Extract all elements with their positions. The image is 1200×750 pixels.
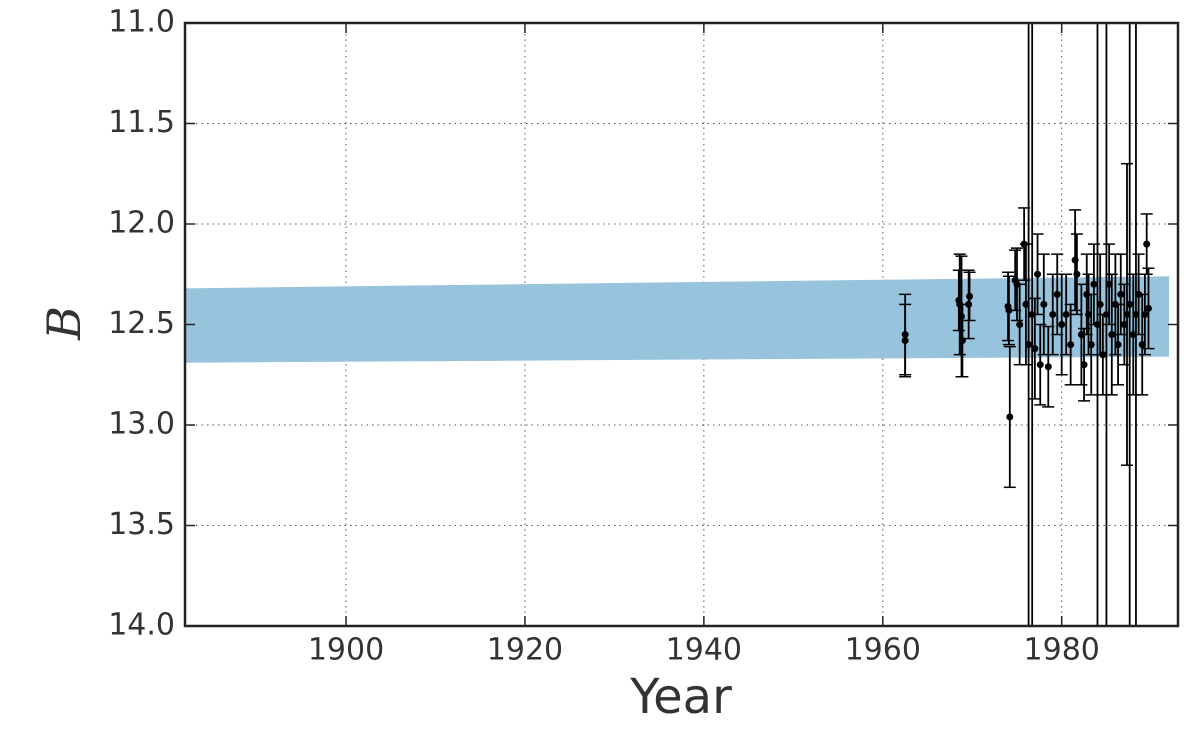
- y-tick-label: 12.5: [108, 306, 175, 341]
- data-point: [1102, 310, 1110, 318]
- data-point: [1040, 300, 1048, 308]
- data-point: [966, 292, 974, 300]
- data-point: [1006, 413, 1014, 421]
- data-point: [1025, 341, 1033, 349]
- data-point: [1022, 300, 1030, 308]
- data-point: [1108, 331, 1116, 339]
- x-tick-label: 1980: [1024, 633, 1100, 668]
- data-point: [1053, 290, 1061, 298]
- data-point: [1143, 240, 1151, 248]
- data-point: [1085, 310, 1093, 318]
- data-point: [1096, 300, 1104, 308]
- data-point: [1120, 321, 1128, 328]
- data-point: [1005, 306, 1013, 314]
- ticks: 1900 1920 1940 1960 1980 11.0 11.5 12.0 12.5 13.0…: [108, 5, 1178, 668]
- data-point: [1062, 310, 1070, 318]
- data-point: [1099, 351, 1107, 359]
- data-point: [1093, 321, 1101, 328]
- y-tick-label: 12.0: [108, 206, 175, 241]
- data-point: [1117, 290, 1125, 298]
- y-tick-label: 14.0: [108, 608, 175, 643]
- x-tick-label: 1900: [308, 633, 384, 668]
- data-point: [1123, 310, 1131, 318]
- plot-area: [185, 23, 1170, 626]
- y-axis-label: B: [37, 306, 91, 341]
- data-point: [1044, 363, 1052, 371]
- data-point: [1036, 361, 1044, 369]
- data-point: [1073, 270, 1081, 278]
- data-point: [1080, 361, 1088, 369]
- data-point: [1144, 304, 1152, 312]
- data-point: [1138, 341, 1146, 349]
- data-point: [1067, 341, 1075, 349]
- data-point: [1058, 321, 1066, 328]
- y-tick-label: 11.5: [108, 105, 175, 140]
- data-point: [1034, 270, 1042, 278]
- x-tick-label: 1960: [845, 633, 921, 668]
- data-point: [1090, 280, 1098, 288]
- data-point: [1114, 341, 1122, 349]
- y-tick-label: 13.5: [108, 507, 175, 542]
- x-axis-label: Year: [629, 669, 732, 725]
- y-tick-label: 11.0: [108, 5, 175, 40]
- data-point: [1049, 310, 1057, 318]
- y-tick-label: 13.0: [108, 407, 175, 442]
- data-point: [901, 337, 909, 345]
- data-point: [1087, 341, 1095, 349]
- data-point: [1126, 300, 1134, 308]
- data-point: [1132, 310, 1140, 318]
- data-point: [1016, 321, 1024, 328]
- x-tick-label: 1920: [487, 633, 563, 668]
- data-point: [1141, 310, 1149, 318]
- x-tick-label: 1940: [666, 633, 742, 668]
- data-point: [1105, 280, 1113, 288]
- data-point: [1031, 345, 1039, 353]
- confidence-band: [185, 276, 1170, 363]
